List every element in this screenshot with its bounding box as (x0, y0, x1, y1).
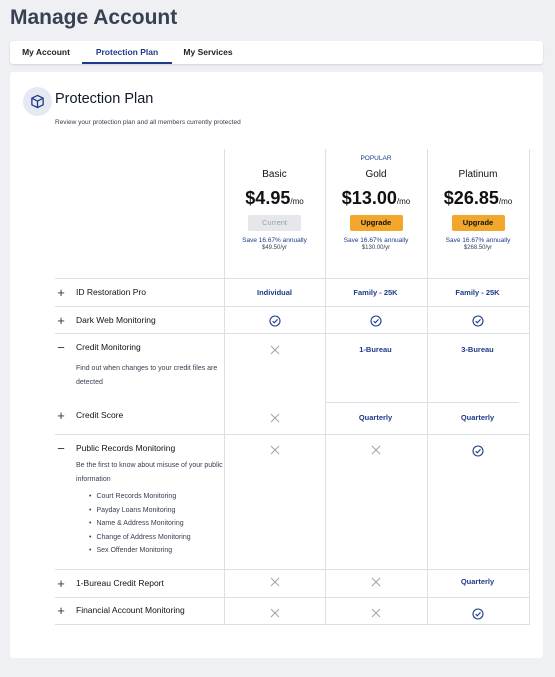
collapse-icon[interactable]: − (57, 441, 65, 456)
feature-row-credit-monitoring: − Credit Monitoring Find out when change… (55, 340, 529, 392)
feature-value: Quarterly (358, 413, 393, 422)
feature-value: 3-Bureau (461, 345, 494, 354)
x-icon (224, 345, 325, 357)
row-divider (55, 333, 529, 334)
plan-price: $13.00/mo (341, 188, 411, 208)
feature-value: Individual (256, 288, 292, 297)
row-divider (55, 434, 529, 435)
x-icon (224, 608, 325, 620)
feature-label[interactable]: Credit Score (76, 410, 124, 420)
x-icon (325, 608, 426, 620)
check-icon (427, 445, 528, 459)
expand-icon[interactable]: + (57, 285, 65, 300)
plan-name: Platinum (458, 169, 498, 180)
x-icon (325, 577, 426, 589)
x-icon (224, 577, 325, 589)
tab-protection-plan[interactable]: Protection Plan (82, 41, 172, 64)
plan-column-platinum: Platinum $26.85/mo Upgrade Save 16.67% a… (427, 155, 529, 251)
feature-value: Family - 25K (353, 288, 398, 297)
upgrade-platinum-button[interactable]: Upgrade (451, 215, 505, 231)
expand-icon[interactable]: + (57, 408, 65, 423)
popular-badge: POPULAR (360, 155, 392, 162)
check-icon (427, 608, 528, 622)
feature-description: Find out when changes to your credit fil… (76, 365, 218, 386)
box-icon (23, 87, 52, 116)
plan-price: $4.95/mo (245, 188, 304, 208)
row-divider (55, 624, 529, 625)
feature-label[interactable]: ID Restoration Pro (76, 287, 146, 297)
column-divider (325, 149, 326, 625)
feature-value: Quarterly (460, 577, 495, 586)
feature-row-financial-account: + Financial Account Monitoring (55, 603, 529, 619)
list-item: Sex Offender Monitoring (89, 544, 191, 558)
plan-price: $26.85/mo (443, 188, 513, 208)
feature-sub-list: Court Records Monitoring Payday Loans Mo… (89, 490, 191, 558)
check-icon (427, 315, 528, 329)
feature-description: Be the first to know about misuse of you… (76, 462, 223, 483)
feature-label[interactable]: Credit Monitoring (76, 342, 141, 352)
row-divider (325, 402, 519, 403)
list-item: Court Records Monitoring (89, 490, 191, 504)
feature-value: Quarterly (460, 413, 495, 422)
feature-label[interactable]: 1-Bureau Credit Report (76, 578, 164, 588)
check-icon (224, 315, 325, 329)
expand-icon[interactable]: + (57, 313, 65, 328)
plan-column-gold: POPULAR Gold $13.00/mo Upgrade Save 16.6… (325, 155, 427, 251)
tab-my-services[interactable]: My Services (183, 47, 233, 57)
row-divider (55, 278, 529, 279)
feature-row-credit-score: + Credit Score (55, 408, 529, 424)
feature-label[interactable]: Public Records Monitoring (76, 443, 176, 453)
list-item: Name & Address Monitoring (89, 517, 191, 531)
tab-my-account[interactable]: My Account (22, 47, 70, 57)
feature-row-dark-web: + Dark Web Monitoring (55, 313, 529, 329)
x-icon (224, 413, 325, 425)
plan-name: Gold (365, 169, 387, 180)
column-divider (529, 149, 530, 625)
feature-label[interactable]: Financial Account Monitoring (76, 605, 185, 615)
protection-plan-card: Protection Plan Review your protection p… (10, 72, 543, 658)
popular-badge (427, 155, 529, 164)
plan-column-basic: Basic $4.95/mo Current Save 16.67% annua… (224, 155, 325, 251)
check-icon (325, 315, 426, 329)
feature-value: Family - 25K (455, 288, 500, 297)
column-divider (224, 149, 225, 625)
annual-savings: Save 16.67% annually (445, 237, 511, 244)
expand-icon[interactable]: + (57, 576, 65, 591)
feature-row-credit-report: + 1-Bureau Credit Report (55, 576, 529, 592)
yearly-price: $268.50/yr (463, 245, 493, 251)
yearly-price: $130.00/yr (361, 245, 391, 251)
plan-name: Basic (262, 169, 287, 180)
x-icon (325, 445, 426, 457)
feature-label[interactable]: Dark Web Monitoring (76, 315, 156, 325)
list-item: Change of Address Monitoring (89, 531, 190, 545)
feature-row-public-records: − Public Records Monitoring Be the first… (55, 441, 529, 563)
popular-badge (224, 155, 325, 164)
annual-savings: Save 16.67% annually (343, 237, 409, 244)
list-item: Payday Loans Monitoring (89, 504, 191, 518)
row-divider (55, 569, 529, 570)
current-plan-button: Current (248, 215, 301, 231)
expand-icon[interactable]: + (57, 603, 65, 618)
row-divider (55, 597, 529, 598)
page-title: Manage Account (10, 6, 178, 29)
plan-title: Protection Plan (55, 91, 154, 107)
collapse-icon[interactable]: − (57, 340, 65, 355)
plan-subtitle: Review your protection plan and all memb… (55, 119, 241, 126)
feature-row-id-restoration: + ID Restoration Pro (55, 285, 529, 301)
row-divider (55, 306, 529, 307)
upgrade-gold-button[interactable]: Upgrade (349, 215, 403, 231)
annual-savings: Save 16.67% annually (242, 237, 307, 244)
x-icon (224, 445, 325, 457)
yearly-price: $49.50/yr (261, 245, 288, 251)
tab-bar: My Account Protection Plan My Services (10, 41, 543, 64)
feature-value: 1-Bureau (359, 345, 392, 354)
column-divider (427, 149, 428, 625)
